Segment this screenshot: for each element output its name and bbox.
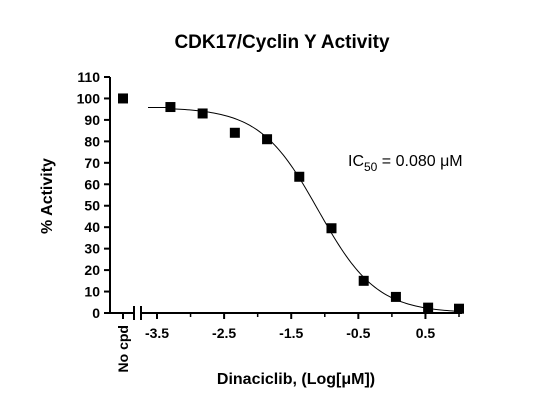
data-point — [165, 102, 176, 113]
ic50-annotation: IC50 = 0.080 μM — [348, 153, 463, 174]
x-tick-label: -0.5 — [346, 325, 370, 341]
y-tick-label: 0 — [92, 305, 100, 321]
x-tick-label-control: No cpd — [115, 325, 131, 372]
data-point — [423, 302, 434, 313]
y-tick-label: 100 — [77, 90, 101, 106]
fit-curve — [170, 108, 460, 312]
y-tick-label: 50 — [84, 198, 100, 214]
x-tick-label: -1.5 — [279, 325, 303, 341]
y-axis-title: % Activity — [39, 158, 56, 234]
control-point — [118, 93, 128, 104]
y-tick-label: 110 — [77, 69, 100, 85]
y-tick-label: 40 — [84, 219, 100, 235]
y-tick-label: 60 — [84, 176, 100, 192]
ic50-subscript: 50 — [364, 160, 378, 174]
y-tick-label: 20 — [84, 262, 100, 278]
ic50-value: = 0.080 μM — [377, 153, 462, 170]
data-point — [390, 291, 401, 302]
data-point — [262, 134, 273, 145]
ic50-prefix: IC — [348, 153, 364, 170]
chart-title: CDK17/Cyclin Y Activity — [174, 32, 390, 53]
data-point — [229, 127, 240, 138]
x-axis-title: Dinaciclib, (Log[μM]) — [217, 371, 375, 388]
y-tick-label: 10 — [84, 284, 100, 300]
data-point — [197, 108, 208, 119]
data-point — [326, 223, 337, 234]
y-tick-label: 90 — [84, 112, 100, 128]
data-point — [454, 303, 464, 314]
data-point — [358, 275, 369, 286]
x-tick-label: -3.5 — [145, 325, 169, 341]
x-tick-label: 0.5 — [416, 325, 436, 341]
x-tick-label: -2.5 — [212, 325, 236, 341]
y-tick-label: 70 — [84, 155, 100, 171]
data-point — [294, 171, 305, 182]
y-tick-label: 80 — [84, 133, 100, 149]
y-tick-label: 30 — [84, 241, 100, 257]
